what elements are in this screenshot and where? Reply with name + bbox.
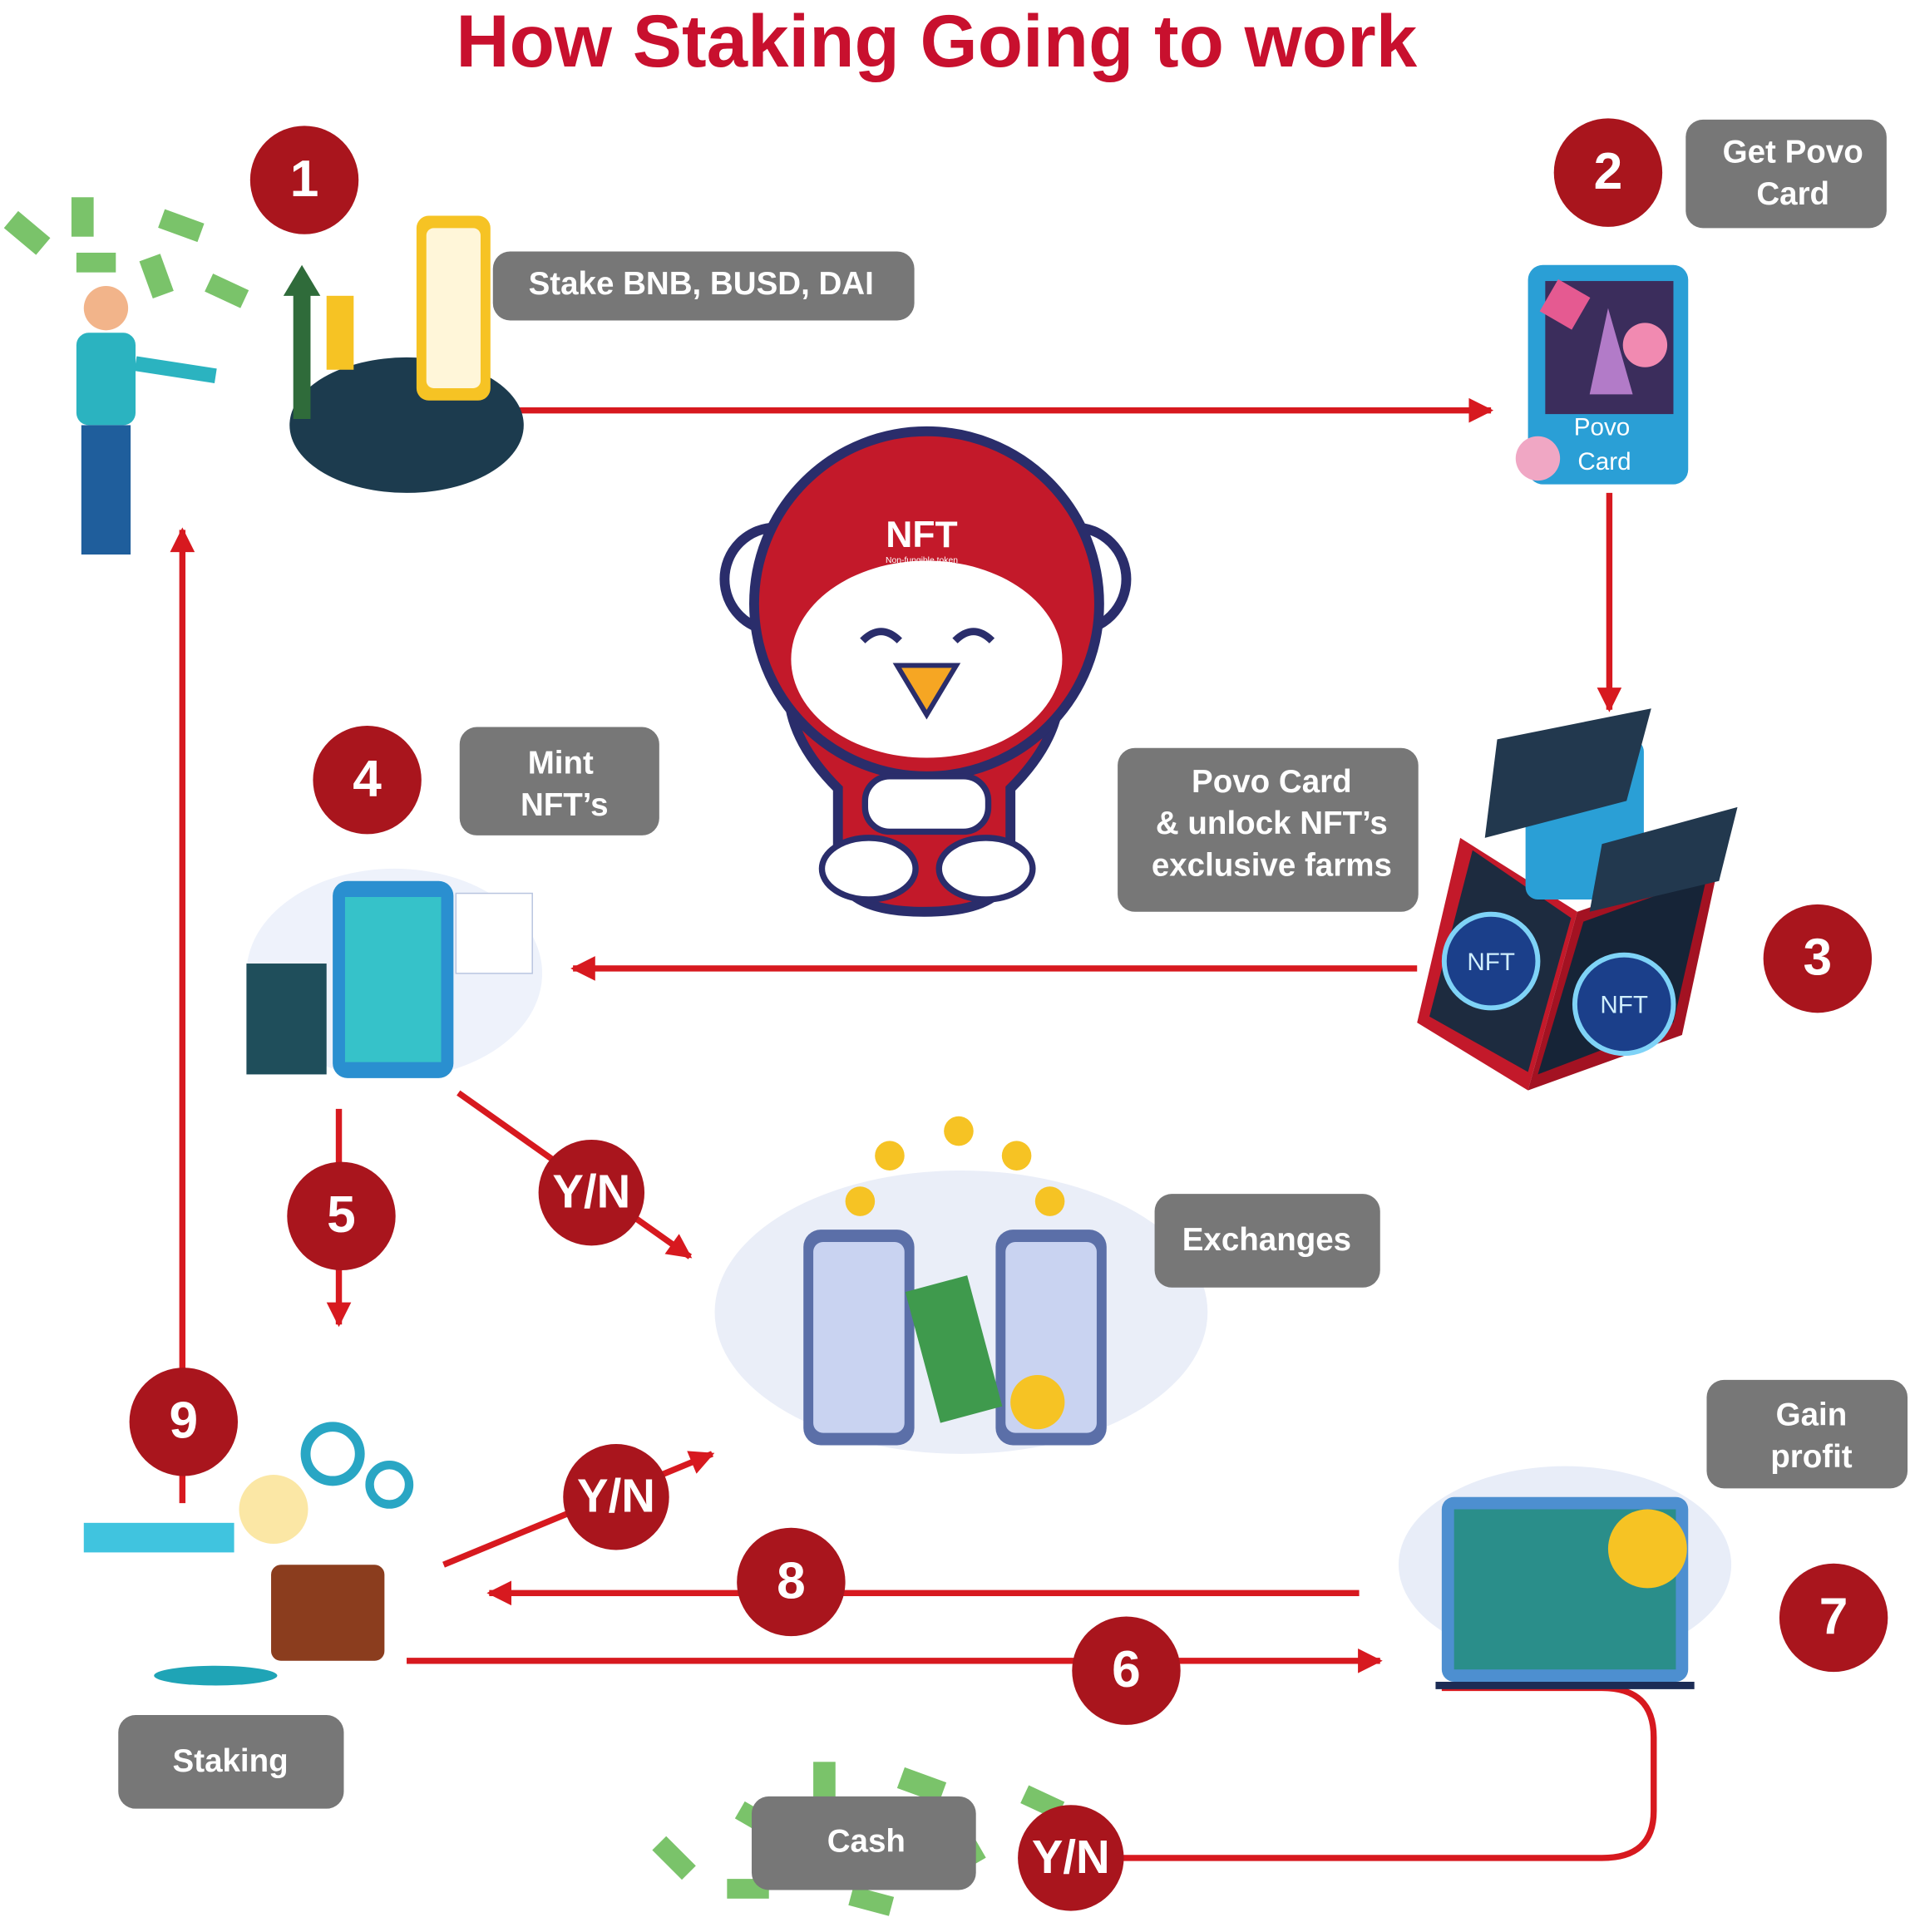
step-circle — [737, 1527, 846, 1637]
controller — [861, 773, 992, 835]
step-number: 3 — [1804, 929, 1833, 987]
money-bag — [239, 1475, 308, 1545]
mint-phone — [344, 897, 442, 1062]
worker — [326, 295, 354, 370]
step-number: 6 — [1112, 1641, 1141, 1698]
step-label: Povo Card — [1192, 764, 1352, 800]
person — [134, 356, 217, 383]
step-number: 8 — [777, 1552, 806, 1609]
card-text: Card — [1577, 448, 1631, 476]
label-box — [118, 1715, 344, 1809]
label-box — [1685, 119, 1887, 229]
phone — [426, 228, 481, 388]
mascot — [860, 628, 995, 644]
step-label: Stake BNB, BUSD, DAI — [529, 266, 874, 302]
step-circle — [313, 726, 422, 835]
chest-lid — [1589, 806, 1738, 912]
step-number: 9 — [169, 1392, 198, 1450]
step-circle — [1072, 1616, 1181, 1725]
label-box — [1706, 1379, 1908, 1489]
step-circle — [249, 126, 359, 234]
povo-card — [1622, 323, 1668, 367]
decision-circle — [538, 1139, 645, 1246]
label-box — [1118, 747, 1419, 912]
step-number: 2 — [1594, 143, 1623, 200]
nft-coin-text: NFT — [1467, 949, 1515, 976]
mining-base — [1435, 1682, 1695, 1689]
step-label: exclusive farms — [1152, 848, 1392, 884]
mascot — [791, 560, 1063, 758]
mascot-caption: Non-fungible token — [886, 556, 958, 565]
cash-stack — [905, 1275, 1003, 1423]
bitcoin — [1607, 1509, 1687, 1589]
person — [76, 333, 136, 426]
povo-card — [1539, 278, 1591, 330]
chest-lid — [1484, 708, 1651, 838]
person — [81, 425, 131, 555]
step-circles: 1 2 3 4 5 6 7 8 9 — [129, 118, 1888, 1725]
nft-coin — [1441, 911, 1541, 1011]
step-circle — [129, 1368, 239, 1476]
mascot — [818, 835, 919, 903]
coins — [845, 1116, 1065, 1430]
illustrations: Povo Card NFT Non-fungible token NFT NFT — [3, 197, 1738, 1916]
nft-coin — [1572, 952, 1676, 1057]
hand — [83, 1522, 234, 1553]
seal — [1515, 436, 1561, 481]
label-boxes: Stake BNB, BUSD, DAI Get Povo Card Povo … — [118, 119, 1908, 1890]
step-circle — [287, 1161, 396, 1271]
step-circle — [1763, 904, 1873, 1013]
title: How Staking Going to work — [456, 0, 1417, 82]
growth-arrow — [283, 264, 321, 420]
step-number: 5 — [327, 1186, 356, 1244]
place-label: Cash — [827, 1823, 906, 1859]
step-number: 7 — [1819, 1588, 1848, 1645]
decision-circle — [563, 1443, 669, 1550]
step-number: 4 — [353, 751, 382, 808]
decision-label: Y/N — [577, 1470, 655, 1522]
decision-label: Y/N — [1032, 1831, 1110, 1883]
label-box — [751, 1796, 976, 1890]
povo-card — [1589, 308, 1633, 395]
place-label: Staking — [173, 1743, 289, 1779]
arrow — [1108, 1684, 1657, 1861]
step-label: Mint — [528, 746, 594, 781]
step-label: Card — [1756, 176, 1829, 212]
gear — [365, 1460, 414, 1509]
step-label: Gain — [1776, 1397, 1848, 1433]
money — [3, 197, 249, 308]
label-box — [492, 251, 915, 321]
label-box — [459, 727, 659, 835]
server-panel — [455, 892, 533, 974]
card-text: Povo — [1574, 414, 1631, 441]
decision-label: Y/N — [552, 1166, 630, 1218]
decision-circle — [1018, 1805, 1124, 1911]
step-number: 1 — [290, 150, 319, 208]
nft-coin-text: NFT — [1600, 992, 1648, 1019]
gear — [300, 1422, 365, 1486]
mascot-badge: NFT — [886, 515, 957, 555]
step-label: & unlock NFT’s — [1156, 806, 1388, 841]
step-label: NFT’s — [521, 787, 609, 823]
server — [246, 964, 327, 1075]
decision-circles: Y/N Y/N Y/N — [538, 1139, 1124, 1911]
step-label: Get Povo — [1723, 135, 1863, 170]
person — [83, 285, 129, 331]
place-label: Exchanges — [1182, 1222, 1351, 1258]
step-label: profit — [1770, 1439, 1853, 1475]
label-box — [1154, 1194, 1380, 1288]
step-circle — [1779, 1563, 1888, 1673]
mascot — [892, 663, 961, 720]
exchange-phone — [813, 1241, 905, 1433]
briefcase — [271, 1565, 385, 1661]
coins-stack — [154, 1665, 278, 1686]
mascot — [935, 835, 1036, 903]
step-circle — [1553, 118, 1663, 227]
